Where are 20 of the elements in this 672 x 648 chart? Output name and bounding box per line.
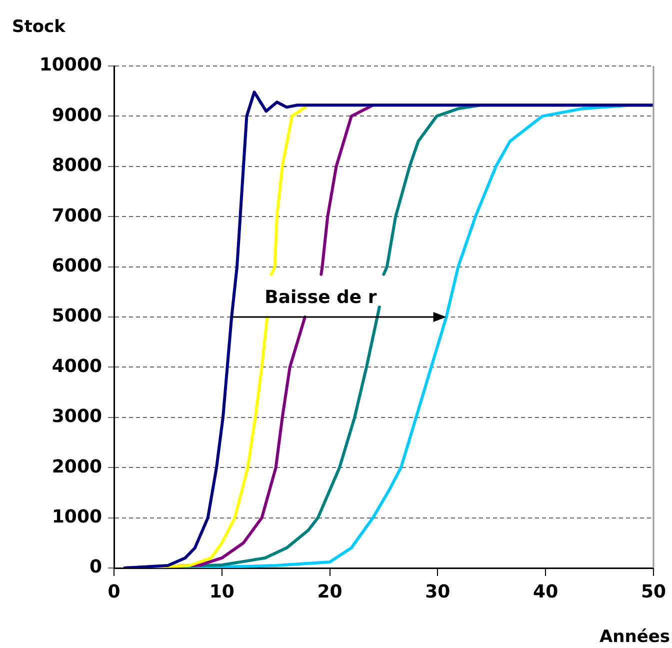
x-tick-label: 10: [209, 581, 234, 602]
y-tick-label: 8000: [52, 155, 102, 176]
y-tick-label: 4000: [52, 356, 102, 377]
annotation: Baisse de r: [264, 287, 377, 308]
x-axis-title: Années: [599, 627, 670, 647]
x-tick-label: 20: [317, 581, 342, 602]
x-tick-label: 50: [640, 581, 666, 602]
y-tick-label: 2000: [52, 456, 102, 478]
y-tick-label: 3000: [52, 406, 102, 428]
y-tick-label: 0: [89, 556, 102, 578]
x-tick-label: 0: [108, 581, 120, 602]
y-axis-title: Stock: [12, 17, 66, 37]
y-tick-label: 1000: [52, 506, 102, 528]
y-tick-label: 6000: [52, 255, 102, 276]
y-tick-label: 7000: [52, 205, 102, 226]
y-tick-label: 10000: [39, 54, 102, 76]
x-tick-label: 30: [425, 581, 450, 602]
x-tick-label: 40: [533, 581, 558, 602]
y-tick-label: 5000: [52, 306, 102, 327]
y-tick-label: 9000: [52, 104, 102, 126]
